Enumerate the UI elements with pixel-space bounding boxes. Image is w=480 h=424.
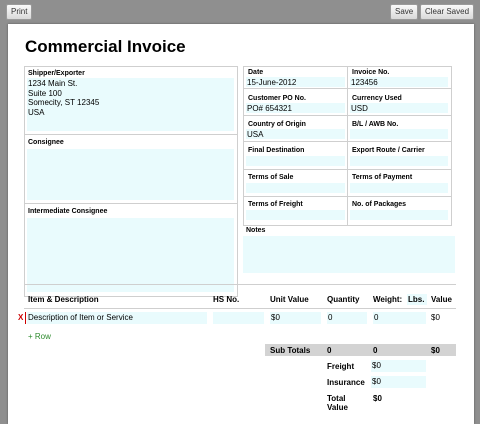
subtotal-value: $0 xyxy=(431,346,440,355)
item-description-field[interactable]: Description of Item or Service xyxy=(27,312,207,324)
customer-po-field[interactable]: PO# 654321 xyxy=(246,103,345,113)
divider xyxy=(24,308,456,309)
invoice-title: Commercial Invoice xyxy=(25,37,186,56)
divider xyxy=(25,134,237,135)
num-packages-label: No. of Packages xyxy=(352,201,407,208)
unit-value-field[interactable]: $0 xyxy=(270,312,321,324)
divider xyxy=(244,115,451,116)
shipper-label: Shipper/Exporter xyxy=(28,70,85,77)
currency-field[interactable]: USD xyxy=(350,103,448,113)
consignee-label: Consignee xyxy=(28,139,64,146)
divider xyxy=(244,196,451,197)
parties-box xyxy=(24,66,238,297)
total-label-line: Value xyxy=(327,403,348,412)
intermediate-consignee-field[interactable] xyxy=(27,218,234,292)
terms-freight-label: Terms of Freight xyxy=(248,201,303,208)
shipper-line: Suite 100 xyxy=(28,88,62,98)
freight-label: Freight xyxy=(327,362,355,371)
col-header-value: Value xyxy=(431,295,452,304)
col-header-weight: Weight: xyxy=(373,295,403,304)
toolbar: Print Save Clear Saved xyxy=(0,0,480,22)
shipper-line: Somecity, ST 12345 xyxy=(28,98,100,107)
total-value-label: Total Value xyxy=(327,394,348,412)
total-label-line: Total xyxy=(327,394,346,403)
subtotal-weight: 0 xyxy=(373,346,378,355)
col-header-unit-value: Unit Value xyxy=(270,295,309,304)
customer-po-label: Customer PO No. xyxy=(248,95,306,102)
num-packages-field[interactable] xyxy=(350,210,448,220)
notes-label: Notes xyxy=(246,227,266,234)
terms-sale-label: Terms of Sale xyxy=(248,174,294,181)
row-marker xyxy=(25,312,26,324)
clear-saved-button[interactable]: Clear Saved xyxy=(420,4,475,20)
divider xyxy=(244,169,451,170)
shipper-line: USA xyxy=(28,107,45,117)
export-route-field[interactable] xyxy=(350,156,448,166)
terms-payment-label: Terms of Payment xyxy=(352,174,413,181)
freight-field[interactable]: $0 xyxy=(371,360,426,372)
bl-awb-field[interactable] xyxy=(350,129,448,139)
subtotals-bar xyxy=(265,344,456,356)
consignee-field[interactable] xyxy=(27,149,234,200)
shipper-line: 1234 Main St. xyxy=(28,79,78,88)
add-row-button[interactable]: + Row xyxy=(28,332,51,341)
divider xyxy=(244,88,451,89)
print-button[interactable]: Print xyxy=(6,4,33,20)
invoice-no-field[interactable]: 123456 xyxy=(350,77,448,87)
col-header-hs: HS No. xyxy=(213,295,240,304)
intermediate-consignee-label: Intermediate Consignee xyxy=(28,208,108,215)
terms-sale-field[interactable] xyxy=(246,183,345,193)
shipper-field[interactable]: 1234 Main St. Suite 100 Somecity, ST 123… xyxy=(27,78,234,131)
date-label: Date xyxy=(248,69,264,76)
delete-row-icon[interactable]: X xyxy=(18,313,24,322)
weight-unit-select[interactable]: Lbs. xyxy=(407,294,427,305)
subtotals-label: Sub Totals xyxy=(270,346,311,355)
col-header-quantity: Quantity xyxy=(327,295,360,304)
notes-field[interactable] xyxy=(243,236,455,273)
total-value: $0 xyxy=(373,394,382,403)
divider xyxy=(244,141,451,142)
date-field[interactable]: 15-June-2012 xyxy=(246,77,345,87)
country-origin-label: Country of Origin xyxy=(248,121,306,128)
invoice-page: Commercial Invoice Shipper/Exporter 1234… xyxy=(8,24,474,424)
country-origin-field[interactable]: USA xyxy=(246,129,345,139)
final-destination-field[interactable] xyxy=(246,156,345,166)
currency-label: Currency Used xyxy=(352,95,402,102)
col-header-item: Item & Description xyxy=(28,295,99,304)
details-box xyxy=(243,66,452,226)
divider xyxy=(25,203,237,204)
final-destination-label: Final Destination xyxy=(248,147,305,154)
export-route-label: Export Route / Carrier xyxy=(352,147,425,154)
insurance-label: Insurance xyxy=(327,378,365,387)
terms-payment-field[interactable] xyxy=(350,183,448,193)
bl-awb-label: B/L / AWB No. xyxy=(352,121,399,128)
section-divider xyxy=(24,284,456,285)
insurance-field[interactable]: $0 xyxy=(371,376,426,388)
quantity-field[interactable]: 0 xyxy=(327,312,367,324)
row-value: $0 xyxy=(431,313,440,322)
subtotal-quantity: 0 xyxy=(327,346,332,355)
weight-field[interactable]: 0 xyxy=(373,312,426,324)
invoice-no-label: Invoice No. xyxy=(352,69,390,76)
terms-freight-field[interactable] xyxy=(246,210,345,220)
save-button[interactable]: Save xyxy=(390,4,419,20)
divider xyxy=(347,67,348,225)
hs-no-field[interactable] xyxy=(213,312,264,324)
